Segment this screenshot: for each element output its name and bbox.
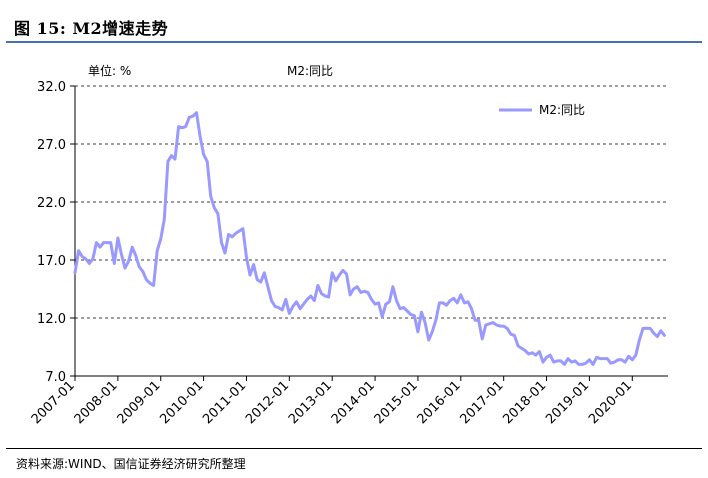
y-tick-label: 7.0 xyxy=(45,370,66,385)
figure-header: 图 15: M2增速走势 xyxy=(6,8,702,43)
x-tick-label: 2019-01 xyxy=(543,378,592,427)
y-axis: 32.0 27.0 22.0 17.0 12.0 7.0 xyxy=(37,80,76,385)
gridlines xyxy=(75,85,668,319)
x-axis: 2007-012008-012009-012010-012011-012012-… xyxy=(29,375,668,427)
source-note: 资料来源:WIND、国信证券经济研究所整理 xyxy=(16,457,246,471)
x-tick-label: 2011-01 xyxy=(200,378,249,427)
y-tick-label: 27.0 xyxy=(37,138,66,153)
chart-area: 单位: % M2:同比 32.0 27.0 22.0 17.0 12.0 7.0 2007… xyxy=(0,42,708,450)
x-tick-label: 2015-01 xyxy=(372,378,421,427)
x-tick-label: 2014-01 xyxy=(329,378,378,427)
footer-rule xyxy=(6,448,702,449)
x-tick-label: 2013-01 xyxy=(286,378,335,427)
series-layer xyxy=(73,111,666,366)
y-tick-label: 32.0 xyxy=(37,80,66,95)
y-tick-label: 17.0 xyxy=(37,254,66,269)
x-tick-label: 2017-01 xyxy=(457,378,506,427)
x-tick-label: 2020-01 xyxy=(586,378,635,427)
x-tick-label: 2008-01 xyxy=(72,378,121,427)
y-tick-label: 22.0 xyxy=(37,196,66,211)
x-tick-label: 2010-01 xyxy=(157,378,206,427)
m2-line-chart: 单位: % M2:同比 32.0 27.0 22.0 17.0 12.0 7.0 2007… xyxy=(29,63,668,427)
unit-label: 单位: % xyxy=(88,63,131,78)
legend: M2:同比 xyxy=(499,103,585,117)
x-tick-label: 2016-01 xyxy=(415,378,464,427)
series-title: M2:同比 xyxy=(287,64,333,78)
figure-title: 图 15: M2增速走势 xyxy=(14,19,169,38)
x-tick-label: 2012-01 xyxy=(243,378,292,427)
figure-footer: 资料来源:WIND、国信证券经济研究所整理 xyxy=(6,448,702,476)
series-line-0 xyxy=(73,111,666,366)
y-tick-label: 12.0 xyxy=(37,312,66,327)
x-tick-label: 2009-01 xyxy=(115,378,164,427)
legend-label: M2:同比 xyxy=(539,103,585,117)
x-tick-label: 2007-01 xyxy=(29,378,78,427)
x-tick-label: 2018-01 xyxy=(500,378,549,427)
header-rule xyxy=(6,41,702,43)
